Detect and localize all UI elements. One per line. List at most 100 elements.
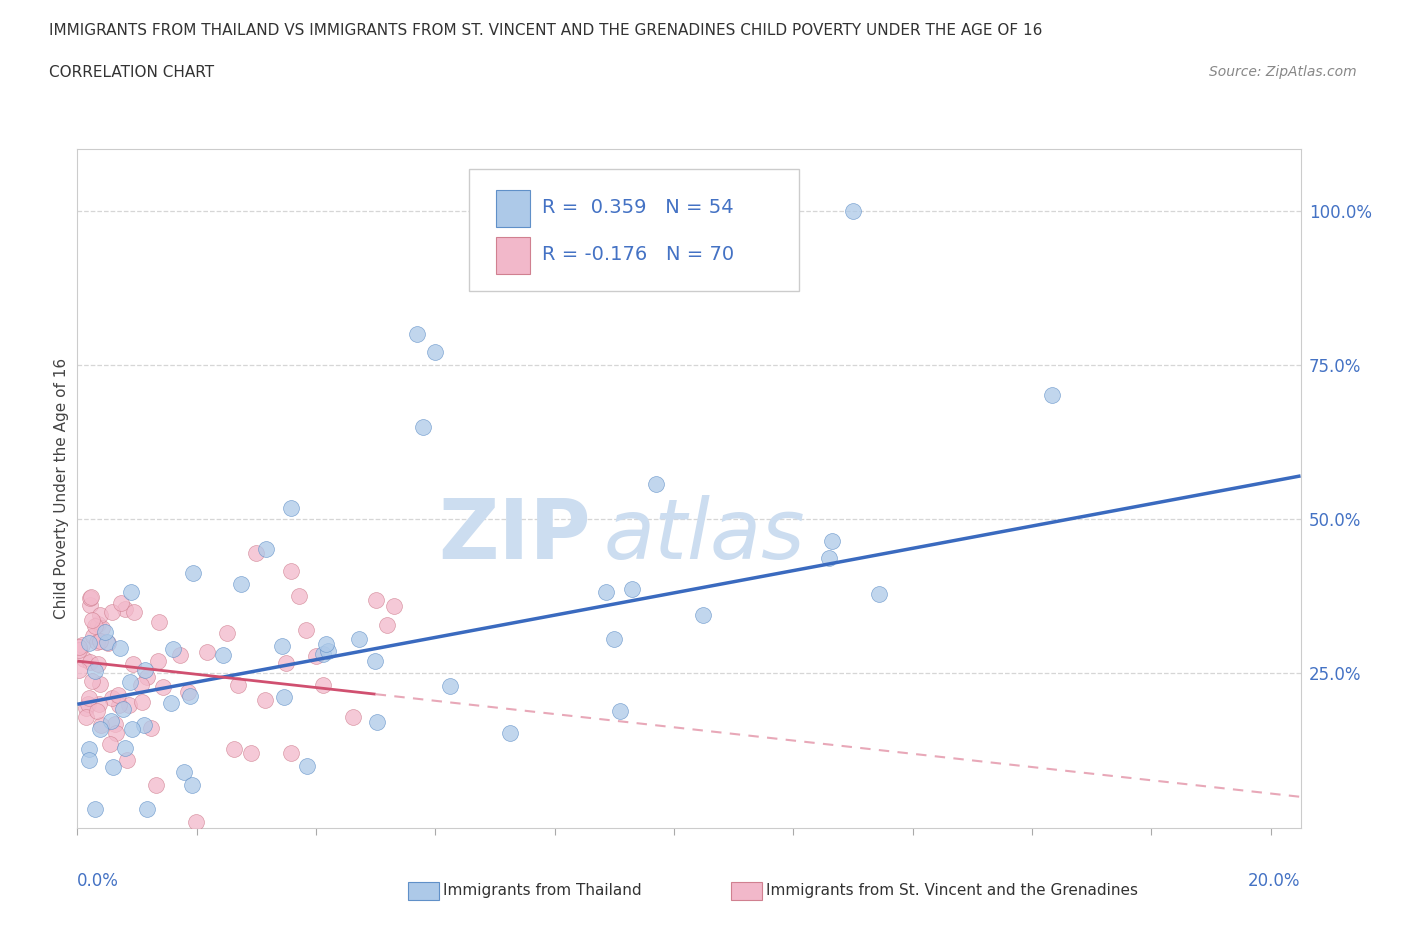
Point: [621, 581, 644, 596]
Point: [312, 646, 335, 661]
Point: [181, 565, 204, 580]
Point: [110, 641, 132, 656]
Point: [84, 802, 107, 817]
Point: [159, 696, 181, 711]
Point: [84, 618, 107, 633]
Point: [114, 602, 136, 617]
Point: [131, 695, 153, 710]
Point: [101, 604, 124, 619]
Point: [254, 542, 277, 557]
Point: [273, 690, 295, 705]
Point: [82, 673, 104, 688]
Point: [75, 710, 97, 724]
Point: [70, 638, 93, 653]
FancyBboxPatch shape: [468, 169, 799, 291]
Point: [406, 326, 429, 341]
Point: [186, 814, 208, 829]
Point: [86, 657, 108, 671]
Point: [73, 652, 96, 667]
Point: [98, 737, 121, 751]
Point: [375, 618, 398, 632]
Point: [79, 654, 101, 669]
Point: [77, 741, 100, 756]
Point: [177, 684, 200, 699]
Point: [173, 764, 195, 779]
Point: [110, 596, 132, 611]
Point: [75, 700, 97, 715]
Point: [118, 698, 141, 712]
Point: [79, 597, 101, 612]
Point: [134, 663, 156, 678]
Point: [104, 716, 127, 731]
Point: [868, 586, 890, 601]
Point: [135, 670, 157, 684]
Text: atlas: atlas: [603, 496, 806, 577]
Point: [152, 680, 174, 695]
Text: Immigrants from Thailand: Immigrants from Thailand: [443, 884, 641, 898]
Point: [108, 698, 131, 712]
Point: [224, 741, 246, 756]
Point: [820, 534, 842, 549]
Point: [139, 720, 162, 735]
Point: [79, 591, 101, 605]
Point: [77, 636, 100, 651]
Point: [124, 604, 146, 619]
Point: [195, 644, 218, 659]
Point: [305, 648, 328, 663]
Point: [101, 760, 124, 775]
Point: [100, 714, 122, 729]
Text: R =  0.359   N = 54: R = 0.359 N = 54: [543, 198, 734, 217]
Point: [644, 477, 666, 492]
Point: [229, 577, 252, 591]
Point: [89, 721, 111, 736]
Point: [295, 759, 318, 774]
Y-axis label: Child Poverty Under the Age of 16: Child Poverty Under the Age of 16: [53, 358, 69, 618]
Point: [342, 710, 364, 724]
Point: [86, 634, 108, 649]
Point: [105, 725, 128, 740]
Text: Source: ZipAtlas.com: Source: ZipAtlas.com: [1209, 65, 1357, 79]
Point: [842, 203, 865, 218]
Point: [97, 636, 120, 651]
Point: [1040, 388, 1063, 403]
Point: [67, 663, 90, 678]
Point: [83, 664, 105, 679]
Point: [96, 634, 118, 649]
Point: [77, 691, 100, 706]
Point: [80, 612, 103, 627]
Point: [89, 633, 111, 648]
Point: [89, 677, 111, 692]
Text: Immigrants from St. Vincent and the Grenadines: Immigrants from St. Vincent and the Gren…: [766, 884, 1139, 898]
Point: [91, 620, 114, 635]
Point: [316, 644, 339, 658]
Point: [595, 584, 617, 599]
Point: [115, 752, 138, 767]
Text: IMMIGRANTS FROM THAILAND VS IMMIGRANTS FROM ST. VINCENT AND THE GRENADINES CHILD: IMMIGRANTS FROM THAILAND VS IMMIGRANTS F…: [49, 23, 1043, 38]
Point: [122, 657, 145, 671]
Point: [114, 741, 136, 756]
Point: [253, 693, 276, 708]
Point: [129, 677, 152, 692]
Point: [120, 674, 142, 689]
Point: [112, 701, 135, 716]
Text: 20.0%: 20.0%: [1249, 871, 1301, 890]
Point: [121, 585, 143, 600]
Point: [134, 717, 156, 732]
Point: [215, 626, 238, 641]
Point: [439, 679, 461, 694]
Text: 0.0%: 0.0%: [77, 871, 120, 890]
Point: [499, 725, 522, 740]
Point: [148, 614, 170, 629]
Point: [212, 647, 235, 662]
Point: [276, 656, 298, 671]
Point: [80, 590, 103, 604]
Point: [280, 746, 302, 761]
Point: [347, 631, 370, 646]
Point: [146, 654, 169, 669]
Point: [280, 500, 302, 515]
Point: [240, 746, 263, 761]
Point: [817, 551, 839, 565]
Point: [93, 625, 115, 640]
Point: [179, 688, 201, 703]
Point: [86, 616, 108, 631]
